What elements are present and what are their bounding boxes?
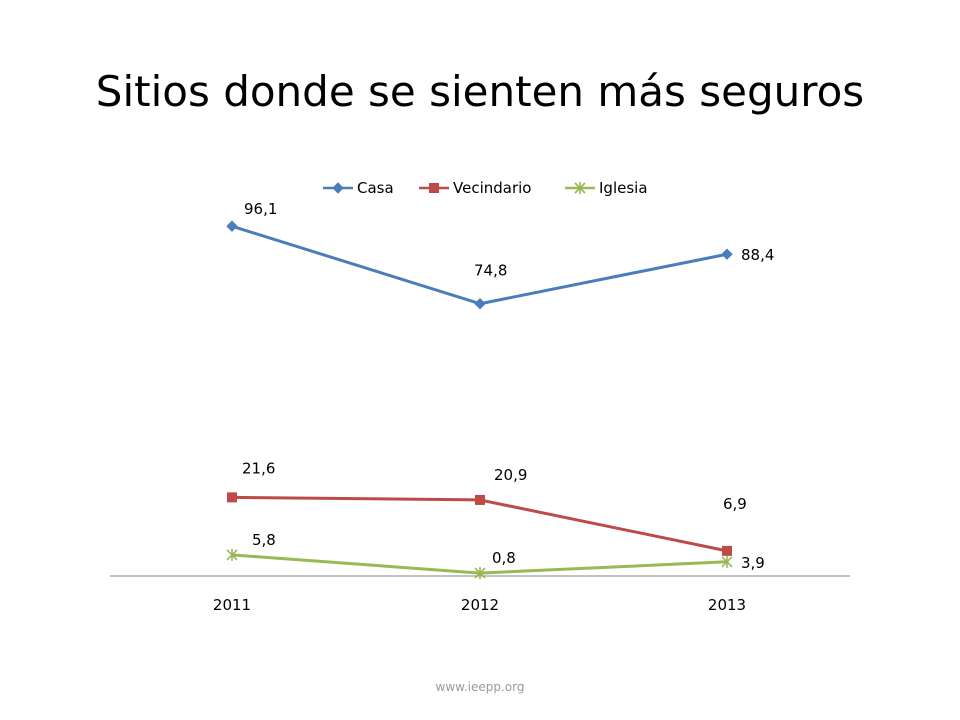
slide-title: Sitios donde se sienten más seguros: [95, 67, 865, 116]
legend-label: Casa: [357, 179, 394, 197]
chart-legend: Casa Vecindario Iglesia: [323, 179, 648, 197]
footer-url: www.ieepp.org: [435, 680, 525, 694]
data-label-casa: 96,1: [244, 200, 277, 218]
data-point-casa: [474, 298, 486, 310]
data-point-iglesia: [721, 555, 733, 568]
x-tick-label: 2012: [461, 596, 499, 614]
data-point-vecindario: [475, 494, 485, 505]
data-point-casa: [226, 220, 238, 232]
data-label-iglesia: 3,9: [741, 554, 765, 572]
data-point-vecindario: [227, 492, 237, 503]
legend-item-casa: Casa: [323, 179, 394, 197]
data-label-casa: 74,8: [474, 262, 507, 280]
x-tick-labels: 2011 2012 2013: [213, 596, 746, 614]
data-label-vecindario: 20,9: [494, 466, 527, 484]
x-tick-label: 2013: [708, 596, 746, 614]
data-point-casa: [721, 248, 733, 260]
data-label-iglesia: 5,8: [252, 531, 276, 549]
data-label-casa: 88,4: [741, 246, 774, 264]
data-point-iglesia: [226, 548, 238, 561]
legend-marker-star: [574, 182, 586, 194]
legend-item-vecindario: Vecindario: [419, 179, 531, 197]
data-labels: 96,1 74,8 88,4 21,6 20,9 6,9 5,8 0,8 3,9: [242, 200, 774, 572]
legend-item-iglesia: Iglesia: [565, 179, 648, 197]
legend-label: Vecindario: [453, 179, 531, 197]
legend-marker-diamond: [332, 182, 344, 194]
data-label-vecindario: 21,6: [242, 459, 275, 477]
series-line-vecindario: [230, 495, 729, 553]
data-point-vecindario: [722, 545, 732, 556]
legend-marker-square: [429, 183, 439, 193]
legend-label: Iglesia: [599, 179, 648, 197]
x-tick-label: 2011: [213, 596, 251, 614]
data-point-iglesia: [474, 567, 486, 580]
data-label-vecindario: 6,9: [723, 495, 747, 513]
data-label-iglesia: 0,8: [492, 549, 516, 567]
series-markers: [226, 220, 733, 580]
